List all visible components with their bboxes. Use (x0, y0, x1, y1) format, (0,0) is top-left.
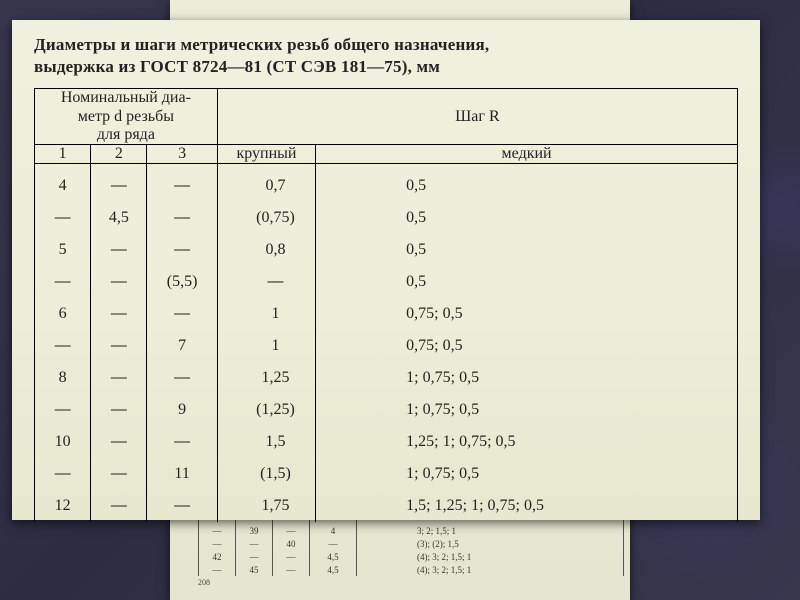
table-cell: 1,5 (217, 426, 315, 458)
table-cell: — (147, 426, 217, 458)
table-cell: — (91, 234, 147, 266)
table-cell: 1,25; 1; 0,75; 0,5 (316, 426, 738, 458)
table-cell: — (91, 266, 147, 298)
document-page-front: Диаметры и шаги метрических резьб общего… (12, 20, 760, 520)
table-cell: — (147, 164, 217, 203)
table-cell: — (217, 266, 315, 298)
table-cell: (5,5) (147, 266, 217, 298)
table-cell: — (199, 537, 236, 550)
table-cell: — (91, 330, 147, 362)
table-cell: — (35, 458, 91, 490)
title-line-2: выдержка из ГОСТ 8724—81 (СТ СЭВ 181—75)… (34, 57, 440, 76)
thread-table: Номинальный диа- метр d резьбы для ряда … (34, 88, 738, 522)
table-cell: — (147, 298, 217, 330)
table-row: ——40—(3); (2); 1,5 (199, 537, 624, 550)
table-cell: 1 (217, 298, 315, 330)
table-row: ——11(1,5)1; 0,75; 0,5 (35, 458, 738, 490)
back-table: —39—43; 2; 1,5; 1——40—(3); (2); 1,542——4… (198, 518, 624, 576)
table-cell: — (273, 563, 310, 576)
table-cell: (1,5) (217, 458, 315, 490)
table-row: —4,5—(0,75)0,5 (35, 202, 738, 234)
table-row: 42——4,5(4); 3; 2; 1,5; 1 (199, 550, 624, 563)
back-page-number: 208 (198, 578, 630, 587)
table-cell: 12 (35, 490, 91, 522)
table-title: Диаметры и шаги метрических резьб общего… (34, 34, 738, 78)
table-cell: — (35, 330, 91, 362)
table-cell: — (35, 394, 91, 426)
table-cell: — (310, 537, 357, 550)
table-cell: 9 (147, 394, 217, 426)
table-cell: 4,5 (310, 550, 357, 563)
header-pitch: Шаг R (217, 89, 737, 145)
table-cell: 0,75; 0,5 (316, 330, 738, 362)
header-fine: медкий (316, 145, 738, 164)
table-cell: 0,8 (217, 234, 315, 266)
table-cell: — (199, 563, 236, 576)
table-cell: — (35, 266, 91, 298)
table-cell: — (147, 202, 217, 234)
table-cell: (4); 3; 2; 1,5; 1 (357, 550, 624, 563)
header-nominal: Номинальный диа- метр d резьбы для ряда (35, 89, 218, 145)
table-cell: 0,5 (316, 202, 738, 234)
table-row: 4——0,70,5 (35, 164, 738, 203)
table-cell: (4); 3; 2; 1,5; 1 (357, 563, 624, 576)
table-cell: 4,5 (310, 563, 357, 576)
table-row: 8——1,251; 0,75; 0,5 (35, 362, 738, 394)
table-cell: — (147, 362, 217, 394)
header-col-2: 2 (91, 145, 147, 164)
table-cell: — (236, 550, 273, 563)
table-cell: — (147, 234, 217, 266)
table-row: 6——10,75; 0,5 (35, 298, 738, 330)
table-cell: 1,25 (217, 362, 315, 394)
header-col-1: 1 (35, 145, 91, 164)
table-cell: 10 (35, 426, 91, 458)
table-row: ——9(1,25)1; 0,75; 0,5 (35, 394, 738, 426)
table-row: —45—4,5(4); 3; 2; 1,5; 1 (199, 563, 624, 576)
table-cell: (3); (2); 1,5 (357, 537, 624, 550)
table-cell: 0,5 (316, 234, 738, 266)
table-cell: 1; 0,75; 0,5 (316, 394, 738, 426)
table-cell: 0,5 (316, 164, 738, 203)
table-cell: — (91, 426, 147, 458)
table-cell: 1,5; 1,25; 1; 0,75; 0,5 (316, 490, 738, 522)
table-cell: — (91, 458, 147, 490)
title-line-1: Диаметры и шаги метрических резьб общего… (34, 35, 489, 54)
table-cell: — (147, 490, 217, 522)
table-cell: 42 (199, 550, 236, 563)
table-row: 12——1,751,5; 1,25; 1; 0,75; 0,5 (35, 490, 738, 522)
table-row: 10——1,51,25; 1; 0,75; 0,5 (35, 426, 738, 458)
slide-background: —39—43; 2; 1,5; 1——40—(3); (2); 1,542——4… (0, 0, 800, 600)
table-cell: — (91, 394, 147, 426)
table-cell: 40 (273, 537, 310, 550)
table-cell: 6 (35, 298, 91, 330)
table-cell: 4 (35, 164, 91, 203)
table-cell: 8 (35, 362, 91, 394)
table-cell: 1 (217, 330, 315, 362)
table-cell: — (91, 164, 147, 203)
table-cell: 1,75 (217, 490, 315, 522)
table-cell: 0,75; 0,5 (316, 298, 738, 330)
table-cell: 4,5 (91, 202, 147, 234)
header-coarse: крупный (217, 145, 315, 164)
table-cell: 0,7 (217, 164, 315, 203)
table-cell: — (273, 550, 310, 563)
table-row: ——710,75; 0,5 (35, 330, 738, 362)
table-cell: 1; 0,75; 0,5 (316, 458, 738, 490)
table-cell: — (236, 537, 273, 550)
table-cell: 11 (147, 458, 217, 490)
table-cell: 0,5 (316, 266, 738, 298)
table-cell: (1,25) (217, 394, 315, 426)
table-cell: 45 (236, 563, 273, 576)
table-cell: — (35, 202, 91, 234)
header-col-3: 3 (147, 145, 217, 164)
table-cell: — (91, 490, 147, 522)
table-row: ——(5,5)—0,5 (35, 266, 738, 298)
table-cell: 5 (35, 234, 91, 266)
table-cell: — (91, 362, 147, 394)
table-cell: — (91, 298, 147, 330)
table-cell: (0,75) (217, 202, 315, 234)
table-cell: 7 (147, 330, 217, 362)
table-cell: 1; 0,75; 0,5 (316, 362, 738, 394)
table-row: 5——0,80,5 (35, 234, 738, 266)
